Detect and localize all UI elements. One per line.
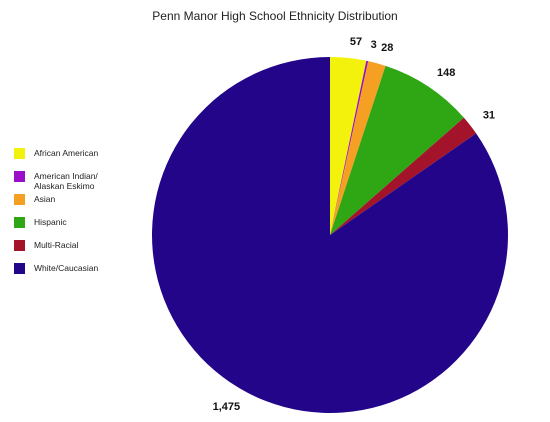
legend: African American American Indian/ Alaskan… xyxy=(14,148,124,286)
pie-slice xyxy=(330,117,477,235)
legend-item: Asian xyxy=(14,194,124,217)
legend-swatch xyxy=(14,217,25,228)
legend-swatch xyxy=(14,171,25,182)
pie-slice xyxy=(330,60,369,236)
legend-item: Multi-Racial xyxy=(14,240,124,263)
data-label: 28 xyxy=(381,42,393,54)
legend-label: White/Caucasian xyxy=(34,263,99,273)
legend-swatch xyxy=(14,148,25,159)
data-label: 3 xyxy=(371,39,377,51)
pie-slice xyxy=(330,57,367,235)
data-label: 148 xyxy=(437,67,455,79)
legend-item: White/Caucasian xyxy=(14,263,124,286)
pie-slice xyxy=(152,57,508,413)
legend-label: Asian xyxy=(34,194,56,204)
data-label: 1,475 xyxy=(213,401,241,413)
legend-label: Hispanic xyxy=(34,217,67,227)
legend-label: African American xyxy=(34,148,99,158)
legend-label: American Indian/ Alaskan Eskimo xyxy=(34,171,98,191)
data-label: 57 xyxy=(350,36,362,48)
legend-swatch xyxy=(14,194,25,205)
legend-swatch xyxy=(14,240,25,251)
legend-item: African American xyxy=(14,148,124,171)
chart-title: Penn Manor High School Ethnicity Distrib… xyxy=(152,9,397,23)
legend-label: Multi-Racial xyxy=(34,240,79,250)
pie-slice xyxy=(330,65,464,235)
legend-item: American Indian/ Alaskan Eskimo xyxy=(14,171,124,194)
data-label: 31 xyxy=(483,109,495,121)
legend-swatch xyxy=(14,263,25,274)
legend-item: Hispanic xyxy=(14,217,124,240)
pie-slice xyxy=(330,61,386,236)
